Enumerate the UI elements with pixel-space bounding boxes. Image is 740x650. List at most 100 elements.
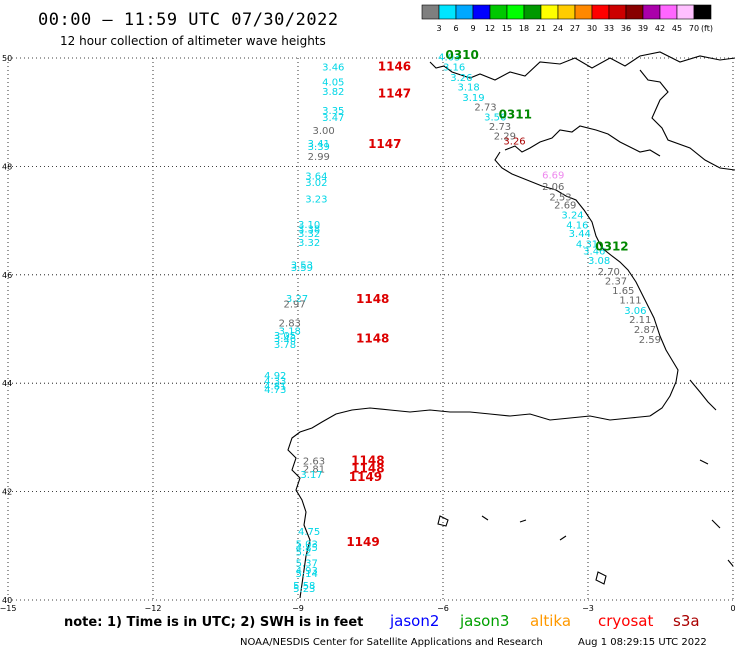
swh-value: 3.23 — [305, 195, 327, 206]
lon-tick-label: −6 — [437, 604, 449, 613]
swh-value: 2.69 — [554, 201, 576, 212]
swh-value: 3.05 — [274, 331, 296, 342]
swh-value: 4.81 — [264, 382, 286, 393]
map-subtitle: 12 hour collection of altimeter wave hei… — [60, 34, 326, 48]
pass-label: 1148 — [356, 292, 389, 306]
swh-value: 3.64 — [305, 171, 327, 182]
scale-label: 18 — [519, 24, 529, 33]
swh-value: 4.33 — [264, 376, 286, 387]
swh-value: 3.02 — [305, 178, 327, 189]
swh-value: 2.81 — [303, 465, 325, 476]
swh-value: 6.69 — [542, 170, 564, 181]
swh-value: 3.39 — [308, 142, 330, 153]
swh-value: 3.19 — [462, 93, 484, 104]
swh-value: 4.75 — [298, 527, 320, 538]
swh-value: 3.08 — [588, 256, 610, 267]
swh-value: 4.93 — [296, 566, 318, 577]
scale-label: 21 — [536, 24, 546, 33]
lat-lon-grid — [7, 57, 734, 601]
scale-label: 36 — [621, 24, 631, 33]
satellite-legend: jason2 jason3 altika cryosat s3a — [389, 612, 700, 630]
swh-value: 3.27 — [286, 294, 308, 305]
axis-tick-labels: 50 48 46 44 42 40−15 −12 −9 −6 −3 0 — [0, 54, 736, 613]
swh-observations: 4.033.46 3.163.264.05 3.183.823.192.733.35… — [264, 53, 661, 595]
scale-swatch — [489, 4, 508, 20]
swh-value: 3.56 — [484, 112, 506, 123]
swh-value: 3.46 — [583, 247, 605, 258]
swh-value: 3.47 — [322, 113, 344, 124]
swh-value: 4.31 — [576, 240, 598, 251]
swh-value: 2.73 — [489, 122, 511, 133]
pass-label: 1146 — [378, 59, 411, 73]
lon-tick-label: −9 — [292, 604, 304, 613]
coastline — [287, 51, 736, 599]
scale-swatch — [676, 4, 695, 20]
scale-swatch — [506, 4, 525, 20]
swh-value: 3.26 — [450, 73, 472, 84]
swh-value: 3.32 — [298, 238, 320, 249]
scale-swatch — [472, 4, 491, 20]
swh-value: 3.82 — [322, 87, 344, 98]
swh-value: 3.18 — [279, 326, 301, 337]
swh-value: 3.44 — [569, 229, 591, 240]
scale-swatch — [574, 4, 593, 20]
pass-label: 1149 — [349, 470, 382, 484]
scale-label: 45 — [672, 24, 682, 33]
pass-label: 1147 — [368, 137, 401, 151]
swh-value: 2.59 — [639, 335, 661, 346]
generated-timestamp: Aug 1 08:29:15 UTC 2022 — [578, 637, 707, 648]
scale-label: 24 — [553, 24, 563, 33]
scale-label: 70 — [689, 24, 699, 33]
scale-swatch — [438, 4, 457, 20]
swh-value: 5.23 — [293, 584, 315, 595]
swh-value: 4.85 — [296, 543, 318, 554]
scale-label: 27 — [570, 24, 580, 33]
swh-value: 5.14 — [296, 569, 318, 580]
swh-value: 3.00 — [313, 126, 335, 137]
pass-label: 1148 — [351, 462, 384, 476]
swh-value: 3.17 — [300, 470, 322, 481]
credit-text: NOAA/NESDIS Center for Satellite Applica… — [240, 637, 543, 648]
swh-value: 3.06 — [624, 306, 646, 317]
swh-value: 3.46 — [274, 334, 296, 345]
swh-value: 2.06 — [542, 182, 564, 193]
scale-label: 6 — [453, 24, 458, 33]
lon-tick-label: −15 — [0, 604, 16, 613]
scale-swatch — [608, 4, 627, 20]
scale-label: 30 — [587, 24, 597, 33]
swh-value: 2.70 — [598, 267, 620, 278]
swh-value: 3.59 — [291, 263, 313, 274]
scale-swatch — [591, 4, 610, 20]
swh-value: 1.65 — [612, 286, 634, 297]
swh-value: 3.53 — [291, 260, 313, 271]
pass-label: 0312 — [595, 239, 628, 253]
legend-s3a: s3a — [673, 612, 700, 630]
pass-label: 1148 — [351, 454, 384, 468]
swh-value: 3.32 — [298, 229, 320, 240]
swh-value: 3.38 — [298, 225, 320, 236]
scale-swatch — [659, 4, 678, 20]
legend-jason2: jason2 — [389, 612, 439, 630]
swh-value: 5.37 — [296, 558, 318, 569]
swh-value: 4.05 — [322, 78, 344, 89]
lat-tick-label: 46 — [2, 271, 12, 280]
lat-tick-label: 42 — [2, 488, 12, 497]
swh-value: 2.83 — [279, 318, 301, 329]
legend-jason3: jason3 — [459, 612, 509, 630]
lat-tick-label: 50 — [2, 54, 12, 63]
swh-value: 3.41 — [308, 139, 330, 150]
swh-value: 3.10 — [298, 220, 320, 231]
scale-unit: (ft) — [701, 24, 713, 33]
satellite-passes: 0310114611470311114703121148114811481148… — [346, 48, 628, 549]
swh-value: 4.16 — [566, 221, 588, 232]
pass-label: 1147 — [378, 87, 411, 101]
scale-label: 9 — [470, 24, 475, 33]
swh-value: 2.87 — [634, 325, 656, 336]
scale-label: 3 — [436, 24, 441, 33]
swh-value: 3.78 — [274, 340, 296, 351]
map-title: 00:00 – 11:59 UTC 07/30/2022 — [38, 10, 339, 30]
scale-swatch — [557, 4, 576, 20]
scale-label: 15 — [502, 24, 512, 33]
lon-tick-label: −3 — [582, 604, 594, 613]
